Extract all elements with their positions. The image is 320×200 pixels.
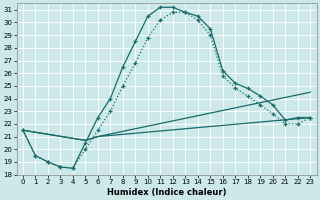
X-axis label: Humidex (Indice chaleur): Humidex (Indice chaleur) [107, 188, 226, 197]
